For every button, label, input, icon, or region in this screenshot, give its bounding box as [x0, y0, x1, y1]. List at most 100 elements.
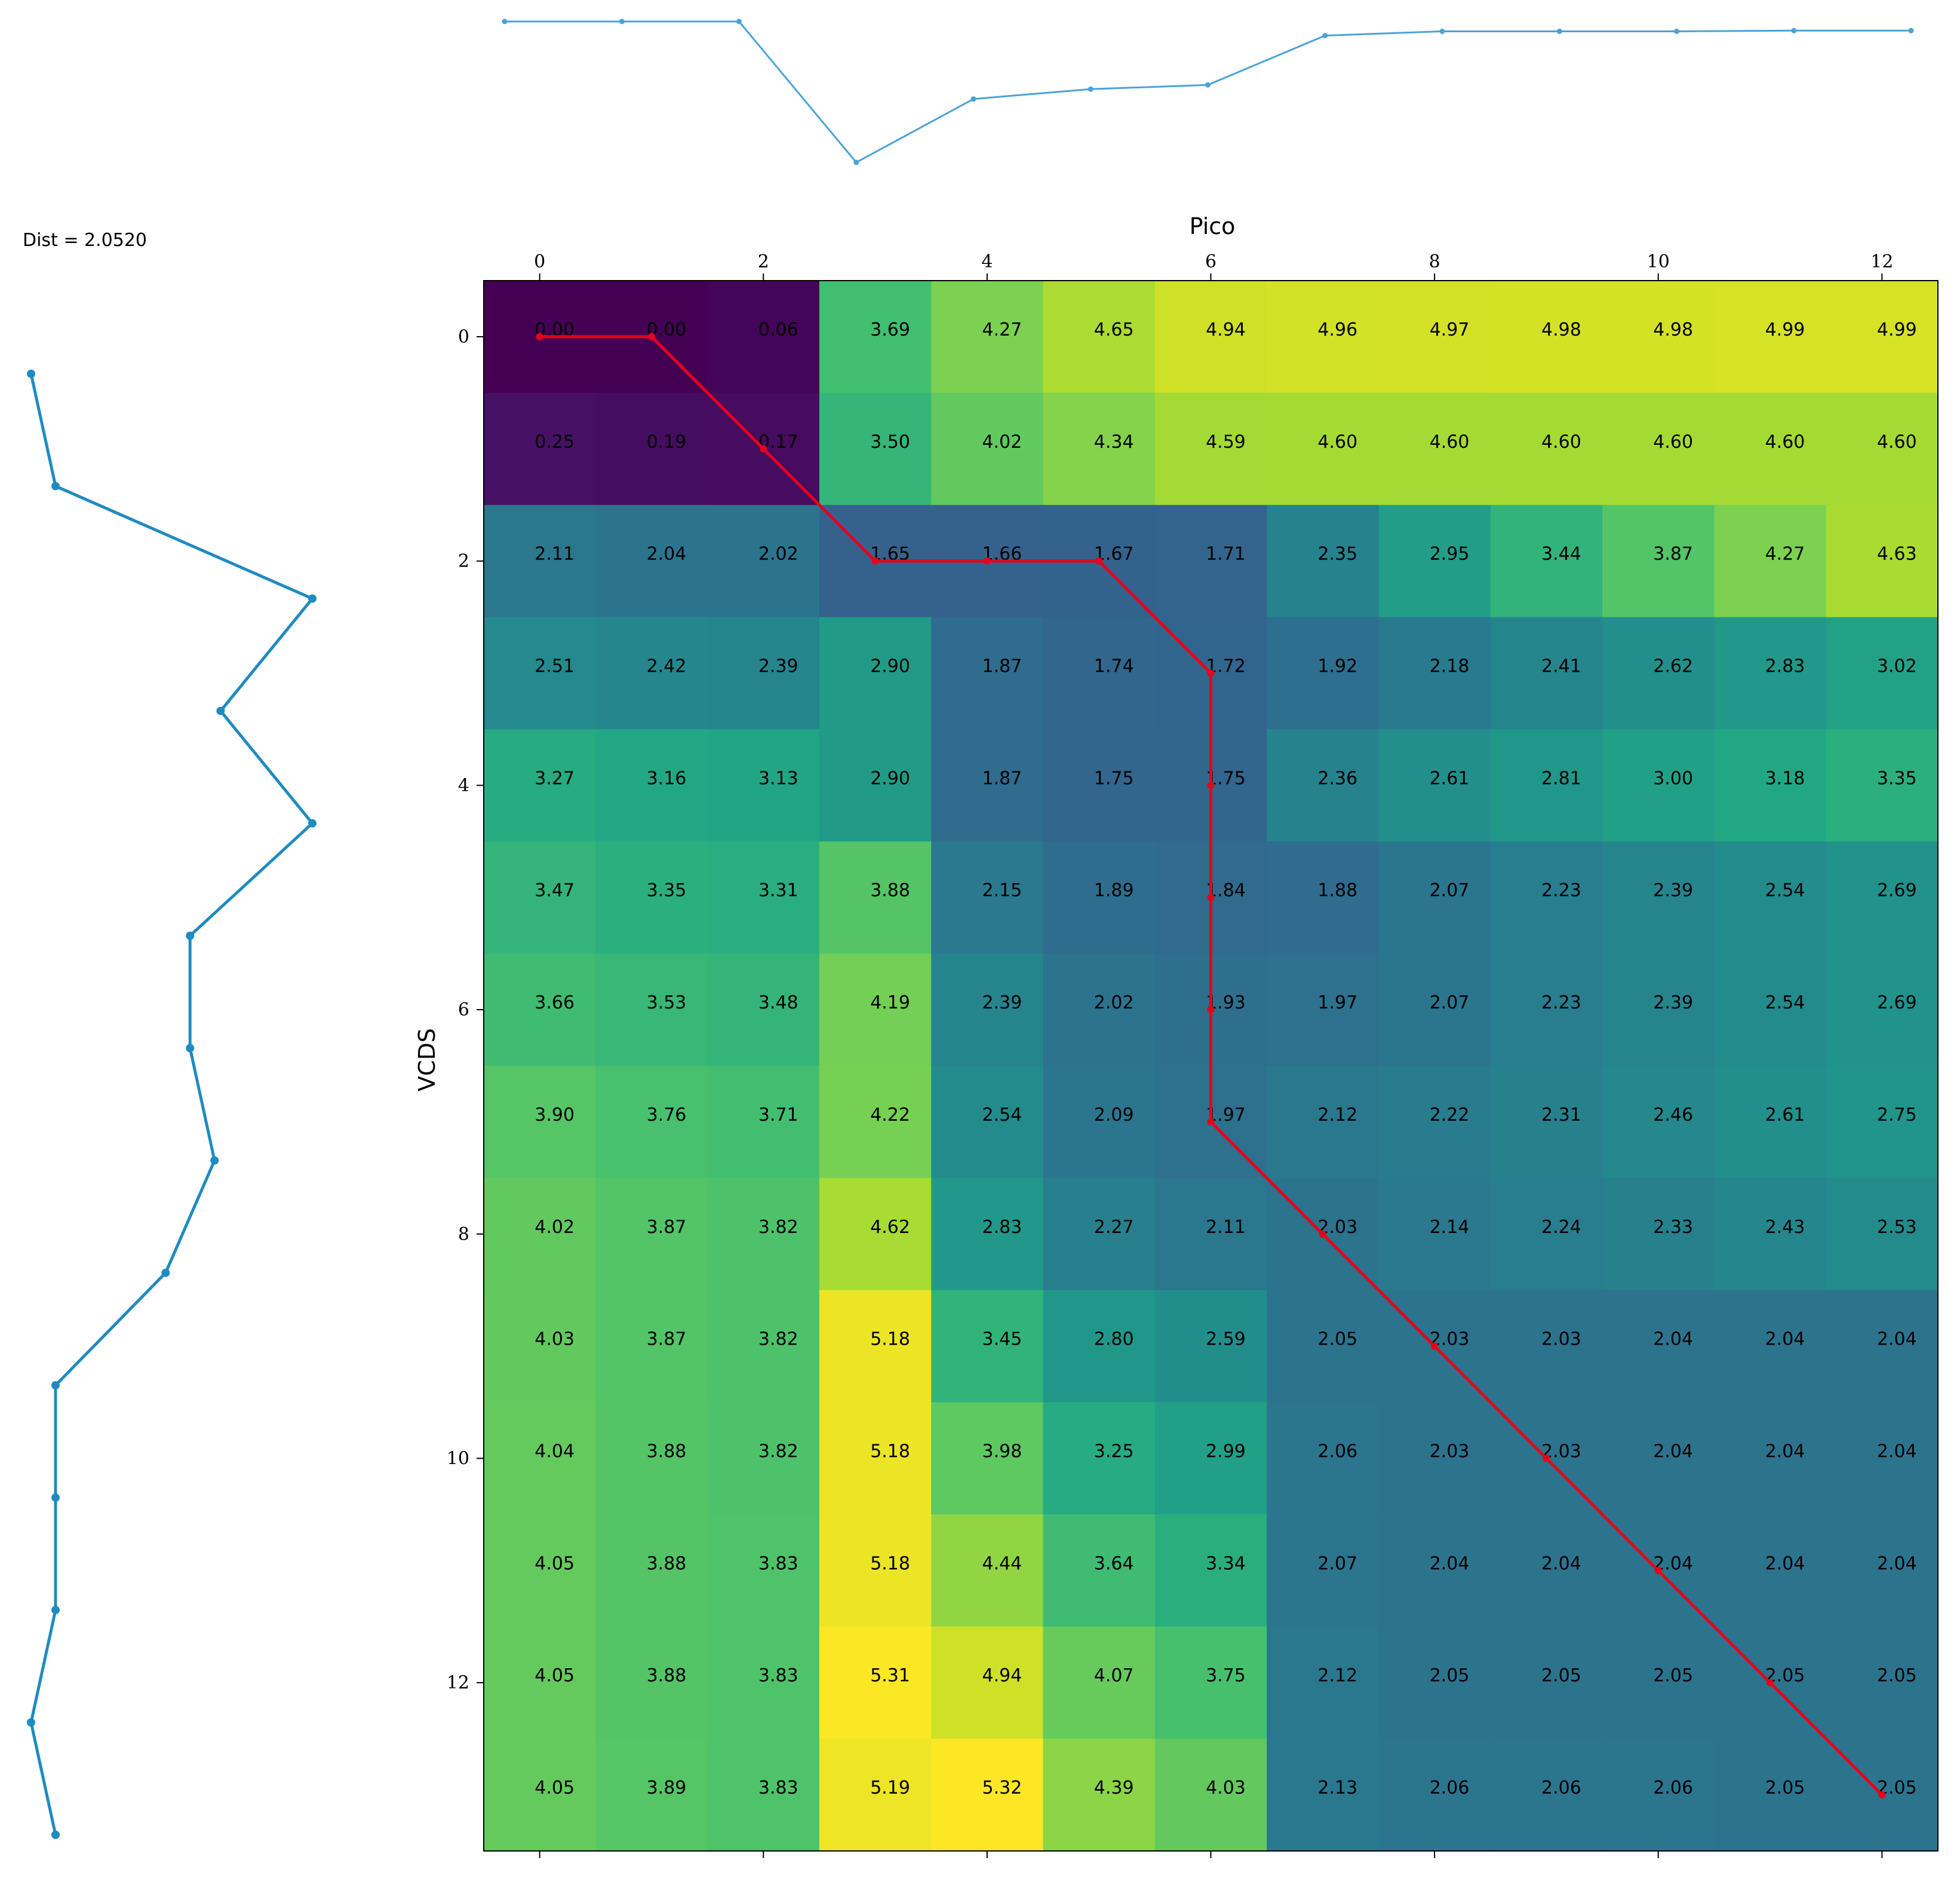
- top-series-plot: [502, 19, 1914, 165]
- heatmap-cell-r9-c10: [1602, 1290, 1715, 1403]
- heatmap-cell-r13-c11: [1714, 1739, 1827, 1852]
- heatmap-cell-r7-c11: [1714, 1066, 1827, 1179]
- cell-value-r10-c6: 2.99: [1206, 1441, 1246, 1462]
- cell-value-r1-c5: 4.34: [1094, 432, 1134, 453]
- left-series-point-3: [216, 706, 225, 715]
- cell-value-r8-c5: 2.27: [1094, 1217, 1134, 1238]
- heatmap-cell-r3-c7: [1267, 617, 1380, 730]
- left-series-point-12: [27, 1718, 35, 1727]
- heatmap-cell-r7-c3: [819, 1066, 932, 1179]
- cell-value-r3-c10: 2.62: [1653, 656, 1693, 677]
- cell-value-r6-c1: 3.53: [647, 992, 687, 1013]
- cell-value-r12-c4: 4.94: [982, 1665, 1022, 1686]
- warping-path-point-6: [1207, 669, 1215, 677]
- heatmap-cell-r11-c12: [1826, 1514, 1939, 1627]
- heatmap-cell-r5-c10: [1602, 841, 1715, 954]
- cell-value-r0-c5: 4.65: [1094, 319, 1134, 340]
- heatmap-cell-r12-c1: [595, 1626, 708, 1739]
- cell-value-r6-c10: 2.39: [1653, 992, 1693, 1013]
- heatmap-cell-r0-c6: [1154, 281, 1267, 393]
- heatmap-cell-r13-c6: [1154, 1739, 1267, 1852]
- cell-value-r13-c5: 4.39: [1094, 1777, 1134, 1798]
- top-series-point-9: [1556, 29, 1562, 34]
- cell-value-r10-c2: 3.82: [758, 1441, 798, 1462]
- heatmap-cell-r8-c3: [819, 1177, 932, 1291]
- cell-value-r13-c7: 2.13: [1317, 1777, 1357, 1798]
- cell-value-r3-c4: 1.87: [982, 656, 1022, 677]
- cell-value-r5-c0: 3.47: [534, 880, 575, 901]
- heatmap-cell-r9-c0: [484, 1290, 596, 1403]
- heatmap-cell-r6-c3: [819, 954, 932, 1066]
- heatmap-cell-r4-c1: [595, 729, 708, 842]
- cell-value-r10-c11: 2.04: [1765, 1441, 1805, 1462]
- cell-value-r4-c5: 1.75: [1094, 768, 1134, 789]
- heatmap-cell-r12-c3: [819, 1626, 932, 1739]
- heatmap-cell-r9-c6: [1154, 1290, 1267, 1403]
- cell-value-r9-c12: 2.04: [1877, 1329, 1917, 1350]
- cell-value-r4-c11: 3.18: [1765, 768, 1805, 789]
- heatmap-cell-r12-c5: [1043, 1626, 1156, 1739]
- heatmap-cell-r3-c2: [707, 617, 820, 730]
- heatmap-cell-r11-c0: [484, 1514, 596, 1627]
- cell-value-r4-c1: 3.16: [647, 768, 687, 789]
- top-series-point-11: [1791, 27, 1797, 33]
- cell-value-r8-c10: 2.33: [1653, 1217, 1693, 1238]
- cell-value-r7-c12: 2.75: [1877, 1105, 1917, 1125]
- warping-path-point-5: [1095, 557, 1103, 565]
- heatmap-cell-r1-c8: [1378, 392, 1491, 506]
- heatmap-cell-r4-c11: [1714, 729, 1827, 842]
- cell-value-r12-c2: 3.83: [758, 1665, 798, 1686]
- cell-value-r12-c5: 4.07: [1094, 1665, 1134, 1686]
- cell-value-r3-c9: 2.41: [1541, 656, 1581, 677]
- heatmap-cell-r8-c12: [1826, 1177, 1939, 1291]
- cell-value-r11-c2: 3.83: [758, 1553, 798, 1574]
- heatmap-cell-r3-c11: [1714, 617, 1827, 730]
- cell-value-r3-c8: 2.18: [1430, 656, 1470, 677]
- heatmap-cell-r0-c4: [931, 281, 1044, 393]
- left-series-plot: [27, 370, 317, 1839]
- heatmap-cell-r3-c5: [1043, 617, 1156, 730]
- cell-value-r2-c9: 3.44: [1541, 544, 1581, 565]
- warping-path-point-7: [1207, 782, 1215, 789]
- warping-path-point-9: [1207, 1006, 1215, 1014]
- heatmap-cell-r2-c9: [1490, 505, 1603, 618]
- cell-value-r1-c10: 4.60: [1653, 432, 1693, 453]
- heatmap-cell-r7-c2: [707, 1066, 820, 1179]
- warping-path-point-10: [1207, 1118, 1215, 1125]
- cell-value-r7-c8: 2.22: [1430, 1105, 1470, 1125]
- heatmap-cell-r9-c2: [707, 1290, 820, 1403]
- warping-path-point-11: [1319, 1230, 1326, 1238]
- heatmap-cell-r2-c11: [1714, 505, 1827, 618]
- heatmap-cell-r9-c3: [819, 1290, 932, 1403]
- heatmap-cell-r7-c7: [1267, 1066, 1380, 1179]
- heatmap-cell-r12-c9: [1490, 1626, 1603, 1739]
- heatmap-cell-r11-c7: [1267, 1514, 1380, 1627]
- cell-value-r0-c9: 4.98: [1541, 319, 1581, 340]
- heatmap-cell-r3-c8: [1378, 617, 1491, 730]
- heatmap-cell-r4-c8: [1378, 729, 1491, 842]
- cell-value-r13-c1: 3.89: [647, 1777, 687, 1798]
- heatmap-cell-r13-c0: [484, 1739, 596, 1852]
- y-tick-label-4: 4: [458, 775, 469, 796]
- heatmap-cell-r7-c4: [931, 1066, 1044, 1179]
- heatmap-cell-r7-c5: [1043, 1066, 1156, 1179]
- cell-value-r13-c4: 5.32: [982, 1777, 1022, 1798]
- heatmap-cell-r8-c1: [595, 1177, 708, 1291]
- heatmap-cell-r7-c10: [1602, 1066, 1715, 1179]
- heatmap-cell-r6-c12: [1826, 954, 1939, 1066]
- cell-value-r13-c8: 2.06: [1430, 1777, 1470, 1798]
- cell-value-r8-c3: 4.62: [870, 1217, 910, 1238]
- heatmap-cell-r6-c7: [1267, 954, 1380, 1066]
- cell-value-r13-c2: 3.83: [758, 1777, 798, 1798]
- cell-value-r6-c8: 2.07: [1430, 992, 1470, 1013]
- cell-value-r6-c11: 2.54: [1765, 992, 1805, 1013]
- cell-value-r7-c2: 3.71: [758, 1105, 798, 1125]
- cell-value-r9-c0: 4.03: [534, 1329, 575, 1350]
- cell-value-r13-c3: 5.19: [870, 1777, 910, 1798]
- cell-value-r10-c10: 2.04: [1653, 1441, 1693, 1462]
- heatmap-cell-r11-c2: [707, 1514, 820, 1627]
- x-tick-label-6: 6: [1205, 251, 1216, 272]
- cell-value-r4-c7: 2.36: [1317, 768, 1357, 789]
- heatmap-cell-r13-c1: [595, 1739, 708, 1852]
